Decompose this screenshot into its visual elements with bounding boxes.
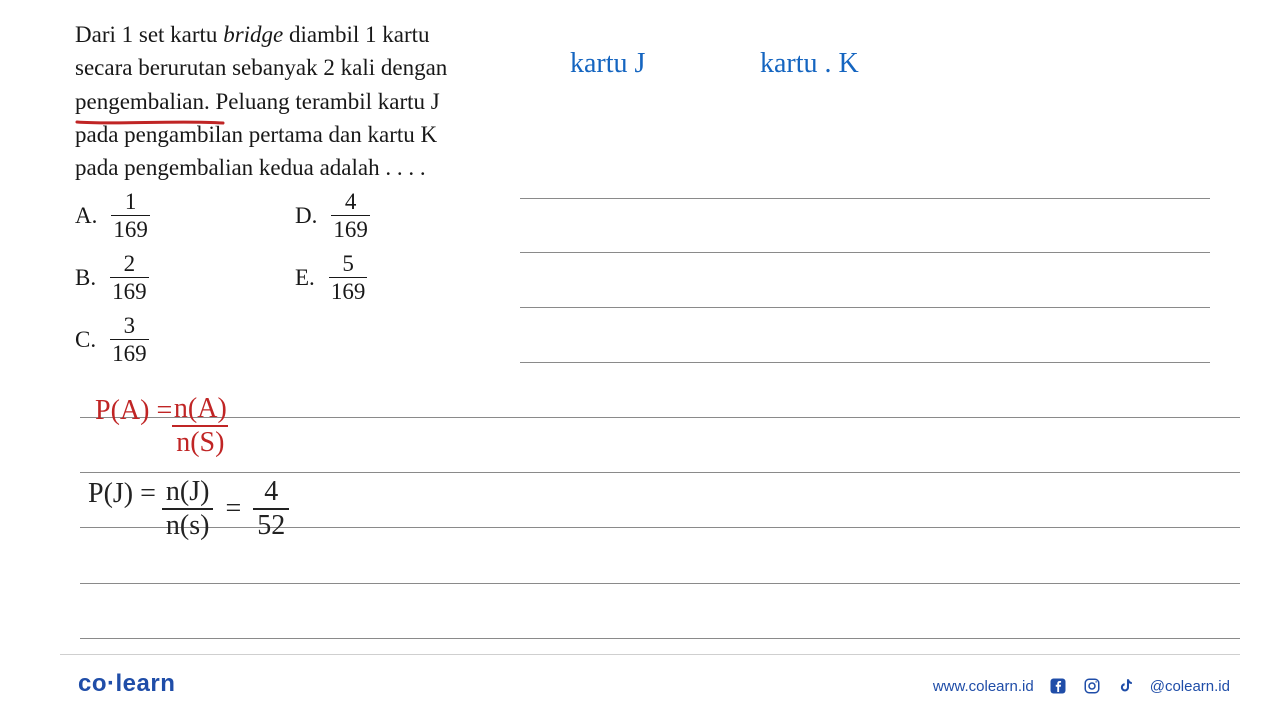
option-b-den: 169 bbox=[110, 277, 149, 303]
option-e-frac: 5 169 bbox=[329, 252, 368, 303]
option-d-den: 169 bbox=[331, 215, 370, 241]
option-b-frac: 2 169 bbox=[110, 252, 149, 303]
hand-kartu-k: kartu . K bbox=[760, 48, 859, 80]
option-b-num: 2 bbox=[122, 252, 138, 277]
option-d: D. 4 169 bbox=[295, 190, 370, 241]
problem-text: Dari 1 set kartu bridge diambil 1 kartu … bbox=[75, 18, 505, 185]
ruled-line bbox=[520, 252, 1210, 253]
hand-kartu-j: kartu J bbox=[570, 48, 645, 80]
canvas: Dari 1 set kartu bridge diambil 1 kartu … bbox=[0, 0, 1280, 720]
hand-pj-equals: = bbox=[225, 493, 241, 525]
problem-line1-post: diambil 1 kartu bbox=[283, 22, 429, 47]
hand-fiftytwo: 52 bbox=[253, 508, 289, 540]
hand-four: 4 bbox=[264, 478, 278, 508]
underline-red bbox=[75, 118, 220, 124]
footer-right: www.colearn.id @colearn.id bbox=[933, 676, 1230, 696]
problem-line3-post: . Peluang terambil kartu J bbox=[204, 89, 440, 114]
problem-line2: secara berurutan sebanyak 2 kali dengan bbox=[75, 55, 447, 80]
option-a-frac: 1 169 bbox=[111, 190, 150, 241]
hand-pj-den: n(s) bbox=[162, 508, 214, 540]
option-b-letter: B. bbox=[75, 265, 96, 291]
tiktok-icon bbox=[1116, 676, 1136, 696]
ruled-line bbox=[520, 307, 1210, 308]
option-c-num: 3 bbox=[122, 314, 138, 339]
logo-learn: learn bbox=[116, 670, 176, 697]
problem-line3-under: pengembalian bbox=[75, 89, 204, 114]
hand-pj-frac1: n(J) n(s) bbox=[162, 478, 214, 540]
option-e-num: 5 bbox=[340, 252, 356, 277]
problem-line5: pada pengembalian kedua adalah . . . . bbox=[75, 155, 426, 180]
hand-pj: P(J) = n(J) n(s) = 4 52 bbox=[88, 478, 289, 540]
ruled-line bbox=[520, 198, 1210, 199]
hand-pj-frac2: 4 52 bbox=[253, 478, 289, 540]
option-d-frac: 4 169 bbox=[331, 190, 370, 241]
problem-line1-pre: Dari 1 set kartu bbox=[75, 22, 223, 47]
footer-divider bbox=[60, 654, 1240, 655]
footer-url: www.colearn.id bbox=[933, 678, 1034, 695]
hand-pa: P(A) = n(A) n(S) bbox=[95, 395, 228, 457]
option-a-den: 169 bbox=[111, 215, 150, 241]
ruled-line bbox=[80, 417, 1240, 418]
hand-pa-frac: n(A) n(S) bbox=[172, 395, 228, 457]
ruled-line bbox=[80, 638, 1240, 639]
facebook-icon bbox=[1048, 676, 1068, 696]
option-a-num: 1 bbox=[123, 190, 139, 215]
hand-pa-eq: P(A) = bbox=[95, 395, 172, 427]
option-b: B. 2 169 bbox=[75, 252, 149, 303]
footer-handle: @colearn.id bbox=[1150, 678, 1230, 695]
option-a: A. 1 169 bbox=[75, 190, 150, 241]
ruled-line bbox=[520, 362, 1210, 363]
hand-pj-eq: P(J) = bbox=[88, 478, 156, 510]
logo-co: co bbox=[78, 670, 107, 697]
option-c: C. 3 169 bbox=[75, 314, 149, 365]
hand-pj-num: n(J) bbox=[166, 478, 210, 508]
ruled-line bbox=[80, 472, 1240, 473]
option-c-den: 169 bbox=[110, 339, 149, 365]
footer: co·learn www.colearn.id @colearn.id bbox=[0, 672, 1280, 700]
option-e-den: 169 bbox=[329, 277, 368, 303]
brand-logo: co·learn bbox=[78, 670, 175, 698]
option-c-frac: 3 169 bbox=[110, 314, 149, 365]
option-d-letter: D. bbox=[295, 203, 317, 229]
instagram-icon bbox=[1082, 676, 1102, 696]
option-e: E. 5 169 bbox=[295, 252, 367, 303]
option-d-num: 4 bbox=[343, 190, 359, 215]
problem-line1-italic: bridge bbox=[223, 22, 283, 47]
ruled-line bbox=[80, 583, 1240, 584]
hand-pa-den: n(S) bbox=[172, 425, 228, 457]
option-c-letter: C. bbox=[75, 327, 96, 353]
option-e-letter: E. bbox=[295, 265, 315, 291]
option-a-letter: A. bbox=[75, 203, 97, 229]
logo-dot: · bbox=[107, 670, 116, 697]
hand-pa-num: n(A) bbox=[174, 395, 227, 425]
